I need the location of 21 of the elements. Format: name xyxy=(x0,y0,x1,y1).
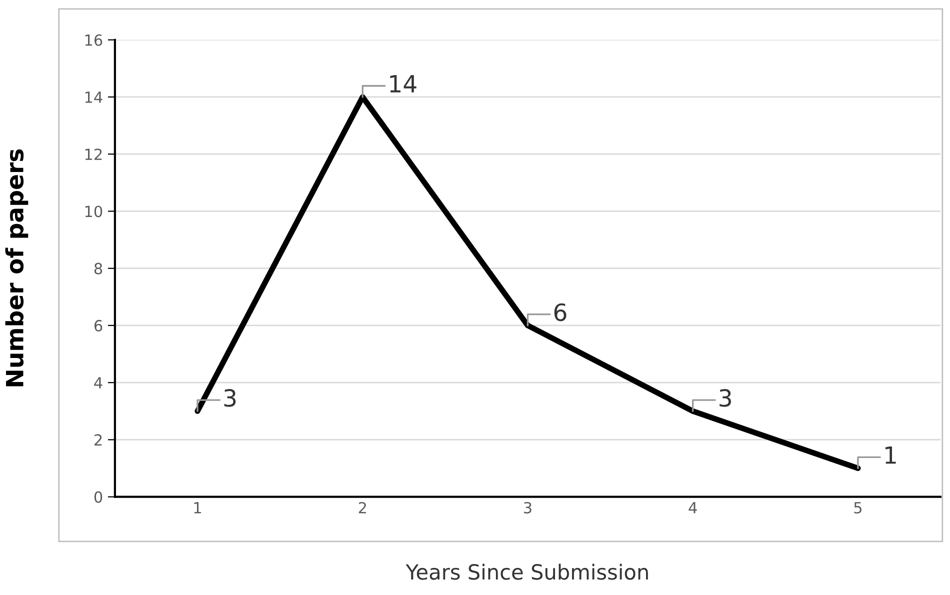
y-tick-label: 6 xyxy=(94,320,102,332)
x-tick-label: 1 xyxy=(194,502,201,514)
y-tick-label: 10 xyxy=(85,206,102,218)
y-tick-label: 0 xyxy=(94,491,102,503)
data-label: 6 xyxy=(554,303,566,322)
x-tick-label: 2 xyxy=(358,502,366,514)
data-label: 3 xyxy=(224,389,236,407)
y-tick-label: 14 xyxy=(85,92,102,103)
y-tick-label: 8 xyxy=(94,262,102,274)
y-tick-label: 4 xyxy=(94,377,102,388)
y-tick-label: 2 xyxy=(94,434,102,446)
data-label: 14 xyxy=(390,75,416,92)
y-axis-title: Number of papers xyxy=(5,149,28,386)
y-tick-label: 12 xyxy=(85,148,102,160)
x-axis-title: Years Since Submission xyxy=(406,564,648,580)
data-label: 3 xyxy=(720,389,731,407)
x-tick-label: 3 xyxy=(524,502,532,514)
x-tick-label: 5 xyxy=(854,502,862,514)
data-label: 1 xyxy=(886,446,896,464)
x-tick-label: 4 xyxy=(688,502,697,514)
y-tick-label: 16 xyxy=(85,34,102,46)
